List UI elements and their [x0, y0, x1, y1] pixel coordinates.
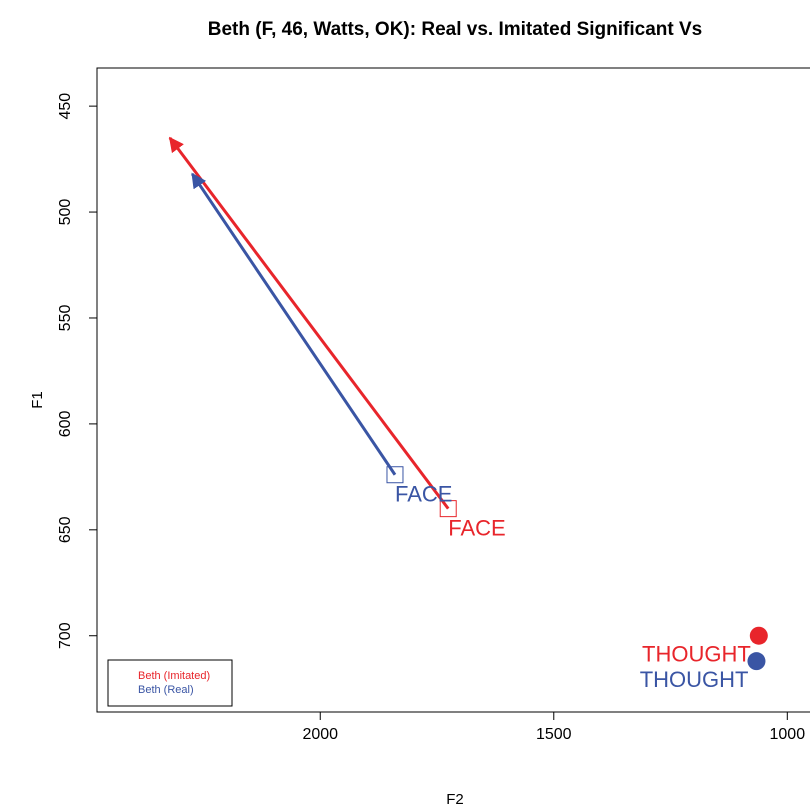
- vowel-marker: [439, 500, 457, 518]
- y-tick-label: 650: [57, 516, 74, 543]
- plot-box: [96, 67, 810, 713]
- vowel-label: THOUGHT: [640, 667, 749, 692]
- x-axis-label: F2: [446, 791, 464, 808]
- y-tick-label: 450: [57, 93, 74, 120]
- y-axis-label: F1: [29, 391, 46, 409]
- y-tick-label: 600: [57, 410, 74, 437]
- vowel-marker: [747, 652, 766, 671]
- arrow: [191, 172, 397, 476]
- vowel-label: FACE: [395, 482, 452, 507]
- arrow: [168, 136, 450, 510]
- legend-box: [107, 659, 233, 707]
- vowel-label: THOUGHT: [642, 642, 751, 667]
- y-tick-label: 550: [57, 305, 74, 332]
- vowel-marker: [749, 626, 768, 645]
- legend-entry: Beth (Real): [138, 684, 194, 696]
- x-tick-label: 2000: [302, 726, 338, 743]
- x-tick-label: 1500: [536, 726, 572, 743]
- y-tick-label: 500: [57, 199, 74, 226]
- vowel-marker: [386, 466, 404, 484]
- legend-entry: Beth (Imitated): [138, 670, 210, 682]
- y-tick-label: 700: [57, 622, 74, 649]
- chart-title: Beth (F, 46, Watts, OK): Real vs. Imitat…: [208, 19, 702, 40]
- vowel-label: FACE: [448, 515, 505, 540]
- x-tick-label: 1000: [770, 726, 806, 743]
